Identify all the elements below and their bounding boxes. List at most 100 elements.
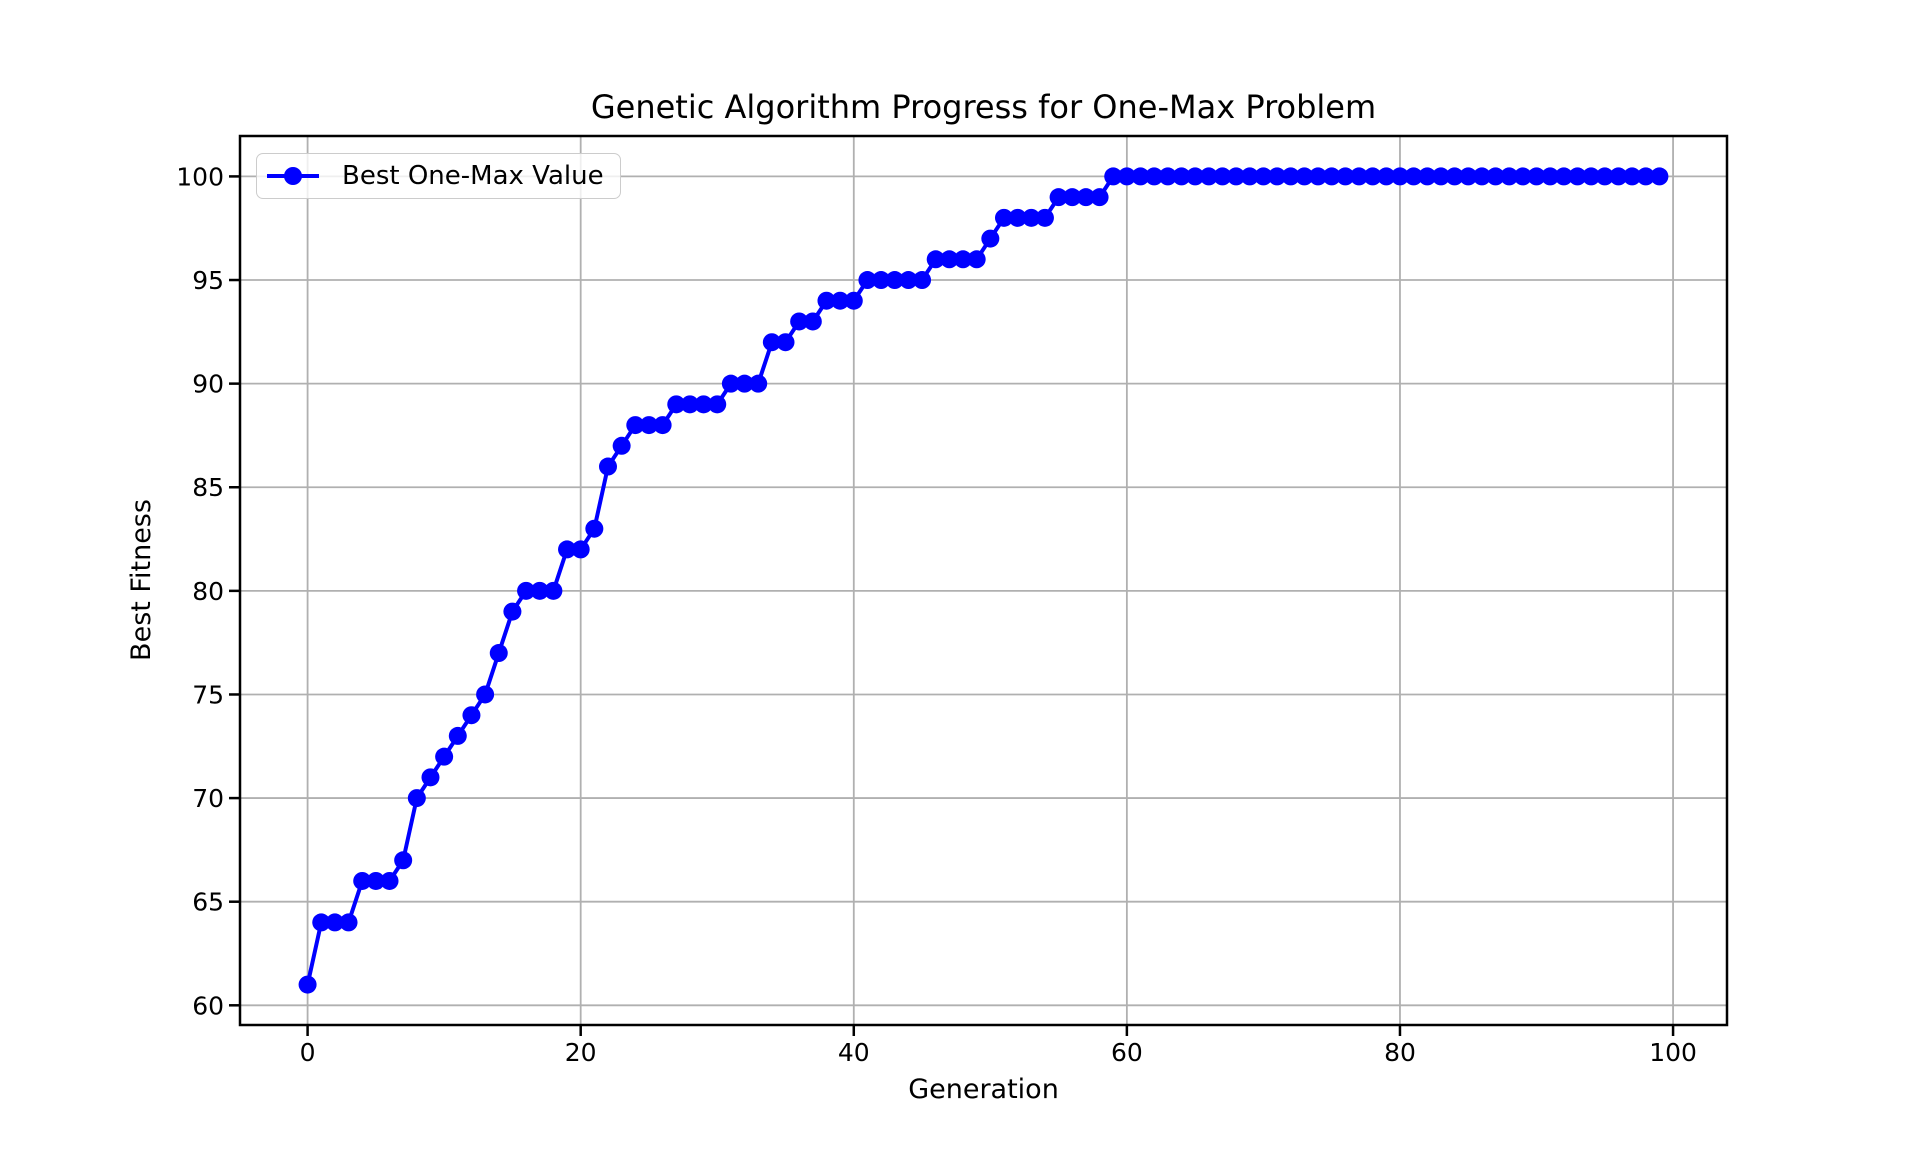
data-point (1459, 167, 1478, 186)
data-point (1131, 167, 1150, 186)
x-tick-label: 20 (565, 1038, 597, 1067)
data-point (448, 726, 467, 745)
data-point (1336, 167, 1355, 186)
data-point (1049, 188, 1068, 207)
data-point (1527, 167, 1546, 186)
data-point (517, 581, 536, 600)
data-point (680, 395, 699, 414)
data-point (639, 416, 658, 435)
data-point (1172, 167, 1191, 186)
data-point (1377, 167, 1396, 186)
x-tick-label: 100 (1649, 1038, 1697, 1067)
data-point (1268, 167, 1287, 186)
data-point (1472, 167, 1491, 186)
data-point (1090, 188, 1109, 207)
data-point (1582, 167, 1601, 186)
data-point (339, 913, 358, 932)
data-point (1431, 167, 1450, 186)
data-point (1418, 167, 1437, 186)
data-point (1213, 167, 1232, 186)
legend: Best One-Max Value (256, 153, 621, 199)
data-point (626, 416, 645, 435)
data-point (325, 913, 344, 932)
data-point (1008, 208, 1027, 227)
data-point (858, 271, 877, 290)
legend-line-marker-icon (267, 167, 319, 185)
x-axis-label: Generation (908, 1074, 1059, 1105)
data-point (598, 457, 617, 476)
data-point (967, 250, 986, 269)
data-point (872, 271, 891, 290)
data-point (954, 250, 973, 269)
data-point (1404, 167, 1423, 186)
data-point (667, 395, 686, 414)
data-point (489, 644, 508, 663)
data-point (1554, 167, 1573, 186)
data-point (1281, 167, 1300, 186)
data-point (1513, 167, 1532, 186)
data-point (1623, 167, 1642, 186)
data-point (1568, 167, 1587, 186)
data-point (1199, 167, 1218, 186)
data-point (1227, 167, 1246, 186)
axes-spines (238, 134, 1729, 1027)
data-point (366, 871, 385, 890)
data-point (544, 581, 563, 600)
y-tick-label: 80 (192, 577, 224, 606)
data-point (708, 395, 727, 414)
data-point (503, 602, 522, 621)
data-point (530, 581, 549, 600)
data-point (817, 291, 836, 310)
data-point (994, 208, 1013, 227)
y-tick-label: 60 (192, 991, 224, 1020)
data-point (1254, 167, 1273, 186)
data-point (435, 747, 454, 766)
data-point (1158, 167, 1177, 186)
data-point (1390, 167, 1409, 186)
data-point (1240, 167, 1259, 186)
data-point (298, 975, 317, 994)
data-point (585, 519, 604, 538)
data-point (776, 333, 795, 352)
data-point (312, 913, 331, 932)
data-point (558, 540, 577, 559)
data-point (1186, 167, 1205, 186)
data-point (1609, 167, 1628, 186)
data-point (1500, 167, 1519, 186)
data-point (790, 312, 809, 331)
data-point (762, 333, 781, 352)
data-point (1145, 167, 1164, 186)
series-line (305, 174, 1660, 986)
y-tick-label: 100 (176, 162, 224, 191)
data-point (421, 768, 440, 787)
data-point (1541, 167, 1560, 186)
data-point (749, 374, 768, 393)
data-point (612, 436, 631, 455)
chart-title: Genetic Algorithm Progress for One-Max P… (590, 88, 1377, 126)
data-point (394, 851, 413, 870)
data-point (1322, 167, 1341, 186)
data-point (1295, 167, 1314, 186)
data-point (1363, 167, 1382, 186)
data-point (476, 685, 495, 704)
data-point (926, 250, 945, 269)
data-point (380, 871, 399, 890)
data-point (1309, 167, 1328, 186)
data-point (1035, 208, 1054, 227)
y-tick-label: 90 (192, 370, 224, 399)
data-point (803, 312, 822, 331)
data-point (885, 271, 904, 290)
data-point (1104, 167, 1123, 186)
x-tick-label: 60 (1111, 1038, 1143, 1067)
data-point (1650, 167, 1669, 186)
y-tick-label: 85 (192, 473, 224, 502)
data-point (1595, 167, 1614, 186)
data-point (1445, 167, 1464, 186)
data-point (1063, 188, 1082, 207)
y-axis-label: Best Fitness (126, 499, 157, 661)
data-point (407, 789, 426, 808)
data-point (940, 250, 959, 269)
data-point (899, 271, 918, 290)
